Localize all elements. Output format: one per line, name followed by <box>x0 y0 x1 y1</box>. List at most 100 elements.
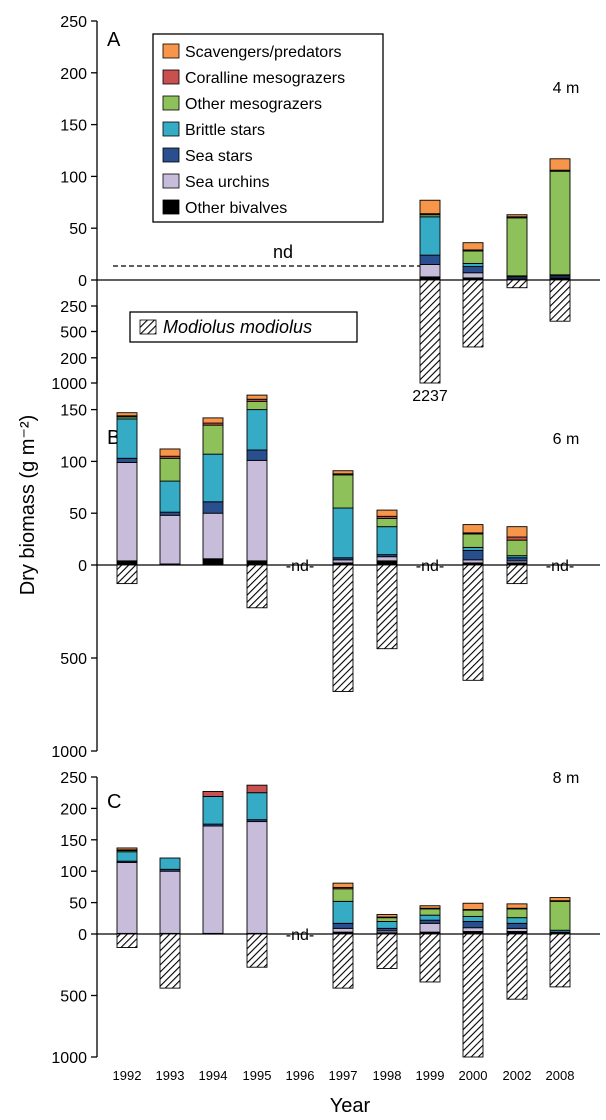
bar-segment-sea-urchins <box>332 559 354 564</box>
bar-segment-other-mesograzers <box>376 517 398 528</box>
panel-label: C <box>107 791 121 813</box>
bar-segment-scavengers-predators <box>506 526 528 538</box>
bar-segment-sea-urchins <box>332 927 354 933</box>
legend-swatch <box>162 147 180 163</box>
bar-segment-sea-stars <box>462 550 484 561</box>
bar-segment-other-mesograzers <box>462 250 484 264</box>
bar-segment-sea-urchins <box>462 927 484 932</box>
y-axis-label: Dry biomass (g m⁻²) <box>17 415 39 596</box>
bar-segment-scavengers-predators <box>376 914 398 918</box>
bar-stack-2008 <box>549 897 571 935</box>
x-tick-label: 1994 <box>199 1068 228 1083</box>
bar-segment-brittle-stars <box>202 453 224 503</box>
y-tick-label: 200 <box>60 351 87 368</box>
bar-segment-sea-urchins <box>246 459 268 562</box>
legend-swatch <box>162 43 180 59</box>
bar-stack-1993 <box>159 448 181 566</box>
bar-segment-scavengers-predators <box>332 882 354 888</box>
modiolus-bar-1997 <box>332 933 354 989</box>
modiolus-bar-2002 <box>506 564 528 585</box>
panel-label: A <box>107 29 121 51</box>
bar-segment-other-bivalves <box>419 276 441 281</box>
bar-segment-scavengers-predators <box>462 902 484 910</box>
y-tick-label: 1000 <box>51 744 87 761</box>
bar-segment-scavengers-predators <box>332 470 354 475</box>
bar-stack-1999 <box>419 199 441 281</box>
modiolus-bar-1992 <box>116 933 138 948</box>
legend: Scavengers/predators Coralline mesograzer… <box>129 33 384 343</box>
panel-a: 0 50 100 150 200 250 500 1000 A 4 m 2237 nd <box>51 14 600 405</box>
bar-segment-sea-urchins <box>419 264 441 278</box>
bar-segment-brittle-stars <box>159 857 181 870</box>
bar-stack-2002 <box>506 526 528 566</box>
y-tick-label: 500 <box>60 325 87 342</box>
legend-entry: Sea stars <box>185 148 253 165</box>
bar-segment-brittle-stars <box>116 418 138 459</box>
bar-segment-sea-stars <box>159 511 181 516</box>
modiolus-bar-1997 <box>332 564 354 692</box>
bar-stack-1998 <box>376 509 398 566</box>
bar-segment-other-bivalves <box>246 560 268 566</box>
x-tick-label: 1999 <box>416 1068 445 1083</box>
bar-stack-2000 <box>462 902 484 935</box>
bar-segment-coralline-mesograzers <box>246 784 268 794</box>
y-tick-label: 100 <box>60 864 87 881</box>
x-tick-label: 1996 <box>286 1068 315 1083</box>
modiolus-bar-2000 <box>462 564 484 681</box>
bar-segment-sea-stars <box>419 919 441 924</box>
modiolus-bar-1993 <box>159 933 181 989</box>
bar-segment-other-mesograzers <box>332 474 354 509</box>
x-tick-label: 1992 <box>113 1068 142 1083</box>
bar-segment-brittle-stars <box>246 792 268 821</box>
bar-segment-sea-urchins <box>506 927 528 932</box>
y-tick-label: 0 <box>78 273 87 290</box>
bar-segment-sea-stars <box>116 457 138 463</box>
bar-segment-scavengers-predators <box>116 847 138 851</box>
nd-label: -nd- <box>286 927 314 944</box>
modiolus-bar-2008 <box>549 279 571 322</box>
bar-segment-brittle-stars <box>202 796 224 825</box>
bar-segment-sea-stars <box>202 501 224 514</box>
bar-segment-sea-urchins <box>419 922 441 933</box>
bar-segment-other-mesograzers <box>506 217 528 277</box>
bar-segment-brittle-stars <box>246 409 268 451</box>
bar-segment-sea-stars <box>246 449 268 461</box>
bar-segment-other-mesograzers <box>549 900 571 931</box>
bar-segment-scavengers-predators <box>462 242 484 251</box>
bar-segment-brittle-stars <box>419 914 441 921</box>
bar-segment-sea-stars <box>506 557 528 562</box>
legend-swatch <box>162 95 180 111</box>
bar-segment-sea-stars <box>332 922 354 929</box>
x-tick-label: 2008 <box>546 1068 575 1083</box>
y-tick-label: 100 <box>60 454 87 471</box>
x-tick-label: 2002 <box>503 1068 532 1083</box>
modiolus-bar-1998 <box>376 564 398 650</box>
bar-stack-1999 <box>419 905 441 935</box>
bar-segment-sea-stars <box>506 922 528 929</box>
legend-entry: Other bivalves <box>185 200 287 217</box>
x-tick-label: 1995 <box>243 1068 272 1083</box>
bar-segment-other-mesograzers <box>506 539 528 557</box>
bar-stack-1998 <box>376 914 398 935</box>
bar-stack-1997 <box>332 882 354 935</box>
bar-stack-2000 <box>462 242 484 281</box>
modiolus-bar-1995 <box>246 933 268 968</box>
bar-segment-brittle-stars <box>376 526 398 556</box>
depth-label: 6 m <box>553 431 580 448</box>
bar-segment-other-mesograzers <box>246 400 268 411</box>
bar-stack-1995 <box>246 394 268 566</box>
nd-label: -nd- <box>416 558 444 575</box>
nd-label: -nd- <box>546 558 574 575</box>
legend-swatch <box>162 199 180 215</box>
y-tick-label: 250 <box>60 299 87 316</box>
modiolus-bar-1998 <box>376 933 398 969</box>
x-tick-label: 2000 <box>459 1068 488 1083</box>
bar-segment-sea-urchins <box>116 861 138 934</box>
bar-segment-other-mesograzers <box>462 909 484 917</box>
bar-segment-brittle-stars <box>462 262 484 267</box>
y-tick-label: 150 <box>60 403 87 420</box>
bar-segment-other-bivalves <box>202 558 224 566</box>
bar-segment-scavengers-predators <box>246 394 268 400</box>
